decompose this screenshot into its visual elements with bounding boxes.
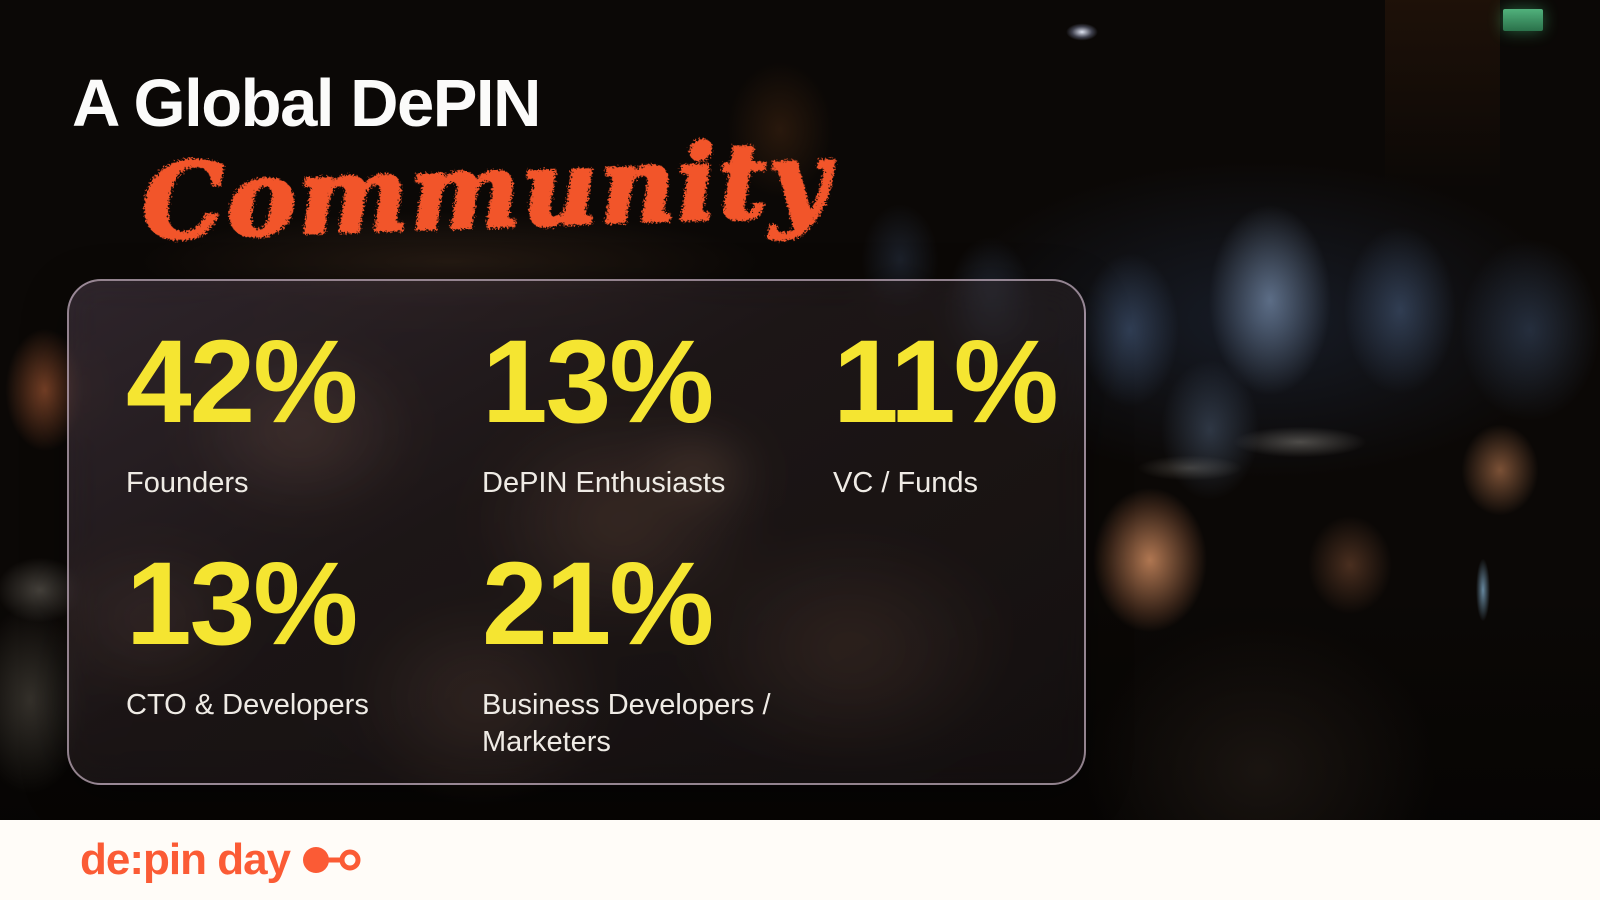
page-title: A Global DePIN — [72, 66, 541, 141]
wall-panel — [1385, 0, 1500, 190]
stats-card: 42% Founders 13% DePIN Enthusiasts 11% V… — [67, 279, 1086, 785]
title-block: A Global DePIN Community — [72, 66, 839, 265]
stat-label: VC / Funds — [833, 467, 979, 499]
logo-text: de:pin day — [80, 835, 291, 884]
stat-business-developers: 21% Business Developers / Marketers — [482, 545, 833, 760]
stat-founders: 42% Founders — [126, 323, 482, 501]
stat-value: 11% — [833, 316, 1059, 448]
stat-label: Business Developers / Marketers — [482, 689, 771, 758]
subtitle-script-graphic: Community — [138, 115, 839, 265]
stat-value: 42% — [126, 316, 358, 448]
stat-value: 21% — [482, 538, 714, 671]
subtitle-script-text: Community — [140, 117, 838, 264]
stat-depin-enthusiasts: 13% DePIN Enthusiasts — [482, 323, 833, 501]
stat-value: 13% — [482, 316, 714, 448]
stat-label: DePIN Enthusiasts — [482, 467, 726, 499]
stat-cto-developers: 13% CTO & Developers — [126, 545, 482, 760]
stat-label: CTO & Developers — [126, 689, 369, 722]
exit-sign — [1503, 9, 1543, 31]
stat-label: Founders — [126, 467, 249, 499]
node-link-icon — [303, 847, 361, 873]
stat-vc-funds: 11% VC / Funds — [833, 323, 1084, 501]
depin-day-logo: de:pin day — [80, 838, 361, 882]
stat-value: 13% — [126, 538, 358, 671]
footer-bar: de:pin day — [0, 820, 1600, 900]
